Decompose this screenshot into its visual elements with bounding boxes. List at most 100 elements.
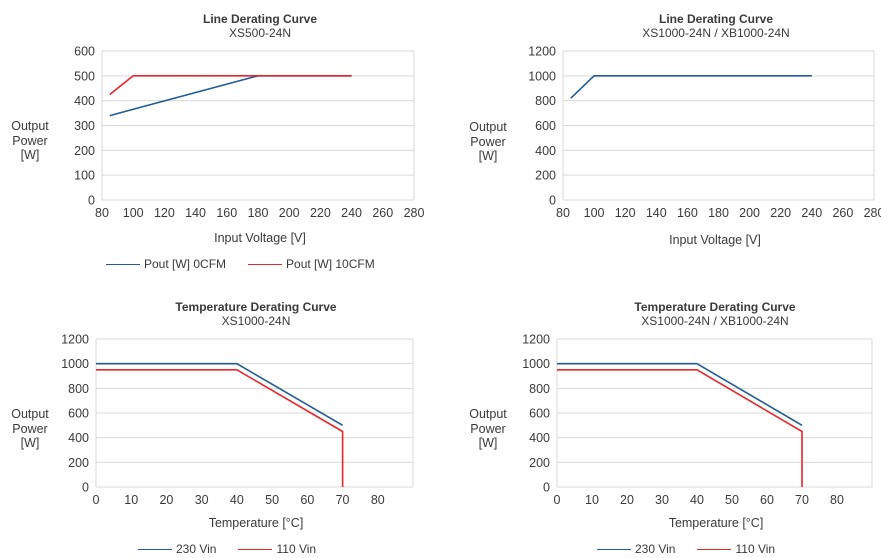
x-tick-label: 100 xyxy=(584,206,605,220)
series-line xyxy=(570,75,812,99)
x-tick-label: 240 xyxy=(341,206,362,220)
y-axis-label-line: Power xyxy=(12,133,48,148)
x-tick-label: 140 xyxy=(185,206,206,220)
x-tick-label: 120 xyxy=(154,206,175,220)
y-axis-label-line: [W] xyxy=(20,436,40,450)
y-axis-label-line: Power xyxy=(470,134,506,149)
x-tick-label: 260 xyxy=(832,206,853,220)
y-tick-label: 1200 xyxy=(522,333,550,347)
y-axis-label-line: Output xyxy=(469,407,507,421)
y-axis-label-line: Power xyxy=(470,421,506,436)
legend-swatch xyxy=(106,263,140,265)
y-tick-label: 400 xyxy=(68,431,89,445)
x-tick-label: 100 xyxy=(123,206,144,220)
legend-label: 230 Vin xyxy=(635,542,676,556)
chart-title: Line Derating Curve xyxy=(658,12,774,26)
x-tick-label: 70 xyxy=(336,493,350,507)
legend-swatch xyxy=(138,548,172,550)
y-tick-label: 300 xyxy=(74,119,95,133)
x-tick-label: 70 xyxy=(795,493,809,507)
x-tick-label: 80 xyxy=(556,206,570,220)
x-tick-label: 220 xyxy=(310,206,331,220)
x-tick-label: 180 xyxy=(708,206,729,220)
x-tick-label: 200 xyxy=(739,206,760,220)
x-tick-label: 50 xyxy=(725,493,739,507)
x-axis-label: Input Voltage [V] xyxy=(214,231,306,245)
y-tick-label: 200 xyxy=(529,456,550,470)
y-tick-label: 800 xyxy=(535,94,556,108)
y-axis-label: Output Power [W] xyxy=(0,119,60,163)
legend-swatch xyxy=(248,263,283,265)
y-tick-label: 0 xyxy=(88,194,95,208)
legend-item: Pout [W] 0CFM xyxy=(106,257,226,271)
x-tick-label: 40 xyxy=(690,493,704,507)
y-tick-label: 200 xyxy=(74,144,95,158)
series-line xyxy=(557,369,803,487)
x-tick-label: 260 xyxy=(372,206,393,220)
series-line xyxy=(557,362,803,426)
chart-plot: 0 200 400 600 800 1000 1200 0 10 20 30 40 50 60 70 80 xyxy=(61,333,414,507)
y-axis-label: Output Power [W] xyxy=(458,120,518,164)
chart-title-block: Temperature Derating Curve XS1000-24N xyxy=(96,300,416,328)
chart-plot: 0 100 200 300 400 500 600 80 100 120 140 160 180 200 2… xyxy=(74,45,425,221)
y-tick-label: 1000 xyxy=(522,357,550,371)
series-line xyxy=(109,75,352,117)
x-tick-label: 10 xyxy=(585,493,599,507)
chart-subtitle: XS500-24N xyxy=(228,26,292,40)
x-tick-label: 30 xyxy=(195,493,209,507)
x-tick-label: 50 xyxy=(265,493,279,507)
chart-title-block: Temperature Derating Curve XS1000-24N / … xyxy=(555,300,875,328)
y-axis-label: Output Power [W] xyxy=(0,407,60,451)
chart-title-block: Line Derating Curve XS1000-24N / XB1000-… xyxy=(556,12,876,40)
x-tick-label: 60 xyxy=(760,493,774,507)
y-tick-label: 1200 xyxy=(61,333,89,347)
legend-label: 110 Vin xyxy=(735,542,776,556)
legend-swatch xyxy=(597,548,631,550)
y-axis-label-line: [W] xyxy=(20,148,40,162)
y-tick-label: 400 xyxy=(74,94,95,108)
x-tick-label: 0 xyxy=(93,493,100,507)
y-axis-label-line: [W] xyxy=(478,149,498,163)
x-tick-label: 40 xyxy=(230,493,244,507)
x-tick-label: 280 xyxy=(864,206,881,220)
y-axis-label-line: Power xyxy=(12,421,48,436)
y-tick-label: 200 xyxy=(68,456,89,470)
y-axis-label-line: Output xyxy=(11,407,49,421)
x-tick-label: 60 xyxy=(300,493,314,507)
chart-title: Temperature Derating Curve xyxy=(634,300,796,314)
legend: 230 Vin 110 Vin xyxy=(597,542,775,556)
y-tick-label: 400 xyxy=(535,144,556,158)
y-tick-label: 600 xyxy=(74,45,95,59)
y-tick-label: 200 xyxy=(535,169,556,183)
y-tick-label: 1000 xyxy=(528,69,556,83)
y-tick-label: 100 xyxy=(74,169,95,183)
x-axis-label: Temperature [°C] xyxy=(208,516,304,530)
legend-item: Pout [W] 10CFM xyxy=(248,257,375,271)
x-tick-label: 160 xyxy=(677,206,698,220)
legend-item: 230 Vin xyxy=(597,542,675,556)
legend-label: Pout [W] 10CFM xyxy=(286,257,375,271)
series-line xyxy=(109,75,352,96)
y-tick-label: 0 xyxy=(82,481,89,495)
x-tick-label: 80 xyxy=(830,493,844,507)
y-tick-label: 1000 xyxy=(61,357,89,371)
x-axis-label: Temperature [°C] xyxy=(668,516,764,530)
series-line xyxy=(96,362,344,426)
legend-label: 110 Vin xyxy=(276,542,317,556)
y-tick-label: 0 xyxy=(543,481,550,495)
y-axis-label-line: Output xyxy=(11,119,49,133)
chart-plot: 0 200 400 600 800 1000 1200 0 10 20 30 40 50 60 70 80 xyxy=(522,333,873,507)
x-tick-label: 200 xyxy=(279,206,300,220)
x-tick-label: 280 xyxy=(404,206,425,220)
y-tick-label: 800 xyxy=(529,382,550,396)
y-tick-label: 600 xyxy=(535,119,556,133)
x-tick-label: 220 xyxy=(770,206,791,220)
x-tick-label: 120 xyxy=(615,206,636,220)
chart-subtitle: XS1000-24N xyxy=(221,314,291,328)
chart-title-block: Line Derating Curve XS500-24N xyxy=(100,12,420,40)
y-tick-label: 500 xyxy=(74,69,95,83)
chart-plot: 0 200 400 600 800 1000 1200 80 100 120 140 160 180 20… xyxy=(528,45,881,221)
x-tick-label: 0 xyxy=(554,493,561,507)
y-tick-label: 600 xyxy=(529,407,550,421)
chart-title: Line Derating Curve xyxy=(202,12,318,26)
